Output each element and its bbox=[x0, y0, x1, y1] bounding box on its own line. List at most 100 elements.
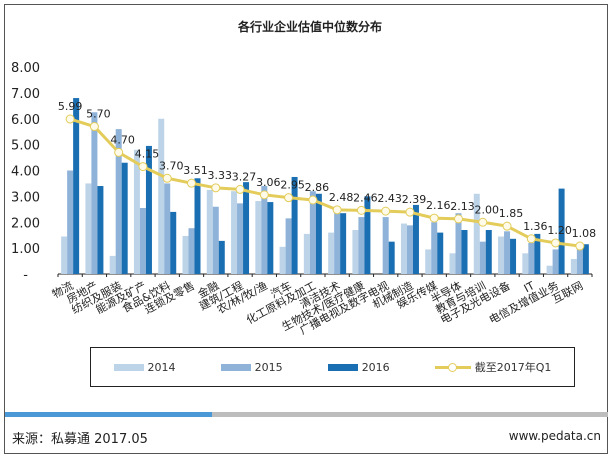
data-label: 2.48 bbox=[329, 191, 354, 204]
bar-2016 bbox=[412, 204, 419, 274]
line-point bbox=[259, 190, 269, 200]
chart-title: 各行业企业估值中位数分布 bbox=[237, 19, 382, 34]
line-point bbox=[235, 184, 245, 194]
bar-2014 bbox=[546, 265, 553, 274]
line-point bbox=[138, 162, 148, 172]
data-label: 5.70 bbox=[86, 108, 111, 121]
bar-2015 bbox=[285, 218, 292, 274]
website-link[interactable]: www.pedata.cn bbox=[508, 429, 601, 443]
line-point bbox=[429, 213, 439, 223]
bar-2014 bbox=[206, 189, 213, 274]
footer-divider bbox=[212, 412, 608, 417]
bar-2014 bbox=[400, 223, 407, 274]
bar-2015 bbox=[261, 186, 268, 274]
bar-2015 bbox=[576, 246, 583, 274]
legend-label: 2014 bbox=[147, 360, 176, 374]
bar-2016 bbox=[267, 202, 274, 274]
bar-2014 bbox=[425, 249, 432, 274]
line-point bbox=[575, 241, 585, 251]
line-point bbox=[356, 205, 366, 215]
data-label: 1.20 bbox=[547, 224, 572, 237]
line-point bbox=[478, 217, 488, 227]
data-label: 3.70 bbox=[159, 159, 184, 172]
bar-2016 bbox=[534, 233, 541, 274]
bar-2016 bbox=[121, 162, 128, 274]
bar-2014 bbox=[158, 118, 165, 274]
legend: 2014 2015 2016 截至2017年Q1 bbox=[90, 347, 575, 387]
bar-2014 bbox=[61, 236, 68, 274]
bar-2016 bbox=[243, 182, 250, 274]
line-point bbox=[187, 178, 196, 188]
line-point bbox=[308, 195, 318, 205]
legend-label: 截至2017年Q1 bbox=[474, 361, 552, 374]
line-point bbox=[526, 234, 536, 244]
bar-2015 bbox=[504, 231, 511, 274]
bar-2015 bbox=[358, 217, 365, 274]
legend-item-2014: 2014 bbox=[113, 360, 176, 374]
line-point bbox=[381, 206, 391, 216]
bar-2015 bbox=[382, 217, 389, 274]
line-point bbox=[332, 205, 342, 215]
bar-2016 bbox=[485, 230, 492, 274]
bar-2014 bbox=[449, 253, 456, 274]
data-label: 2.46 bbox=[353, 191, 378, 204]
bar-2014 bbox=[303, 233, 310, 274]
data-label: 2.95 bbox=[280, 179, 305, 192]
bar-2016 bbox=[364, 196, 371, 274]
bar-2016 bbox=[558, 188, 565, 274]
bar-2015 bbox=[431, 222, 438, 274]
data-label: 2.13 bbox=[450, 200, 475, 213]
line-point bbox=[162, 173, 172, 183]
bar-2014 bbox=[231, 191, 238, 274]
legend-label: 2015 bbox=[254, 360, 283, 374]
bar-2016 bbox=[510, 238, 517, 274]
bar-2016 bbox=[582, 244, 589, 274]
legend-item-2015: 2015 bbox=[220, 360, 283, 374]
bar-2016 bbox=[194, 178, 201, 274]
bar-2016 bbox=[170, 211, 177, 274]
line-point bbox=[502, 221, 512, 231]
chart-frame bbox=[4, 4, 608, 454]
bar-2014 bbox=[109, 255, 116, 274]
y-tick-label: 2.00 bbox=[11, 216, 40, 231]
bar-2016 bbox=[97, 186, 104, 274]
y-tick-label: - bbox=[23, 268, 28, 283]
bar-2015 bbox=[528, 242, 535, 274]
y-tick-label: 6.00 bbox=[11, 113, 40, 128]
bar-2015 bbox=[406, 225, 413, 274]
legend-label: 2016 bbox=[361, 360, 390, 374]
bar-2015 bbox=[91, 112, 98, 274]
bar-2014 bbox=[352, 230, 359, 274]
legend-line-marker bbox=[434, 362, 471, 372]
legend-swatch bbox=[220, 363, 251, 371]
data-label: 4.15 bbox=[135, 148, 160, 161]
line-point bbox=[114, 147, 124, 157]
bar-2015 bbox=[552, 249, 559, 274]
bar-2014 bbox=[182, 235, 189, 274]
bar-2014 bbox=[570, 258, 577, 274]
line-point bbox=[551, 238, 561, 248]
bar-2016 bbox=[437, 232, 444, 274]
footer-accent-bar bbox=[5, 412, 212, 417]
bar-2015 bbox=[309, 191, 316, 274]
line-point bbox=[89, 122, 99, 132]
data-label: 3.51 bbox=[183, 164, 208, 177]
legend-swatch bbox=[113, 363, 144, 371]
bar-2016 bbox=[340, 213, 347, 274]
bar-2016 bbox=[73, 98, 80, 274]
bar-2014 bbox=[279, 246, 286, 274]
bar-2015 bbox=[139, 208, 146, 274]
bar-2015 bbox=[334, 213, 341, 274]
y-tick-label: 5.00 bbox=[11, 139, 40, 154]
data-label: 2.00 bbox=[475, 203, 500, 216]
data-label: 3.06 bbox=[256, 176, 281, 189]
bar-2015 bbox=[115, 129, 122, 274]
data-label: 1.85 bbox=[499, 207, 524, 220]
y-tick-label: 1.00 bbox=[11, 242, 40, 257]
bar-2016 bbox=[145, 145, 152, 274]
bar-2016 bbox=[461, 230, 468, 274]
line-2017q1 bbox=[69, 117, 581, 248]
data-label: 4.70 bbox=[110, 133, 135, 146]
line-point bbox=[454, 214, 463, 224]
